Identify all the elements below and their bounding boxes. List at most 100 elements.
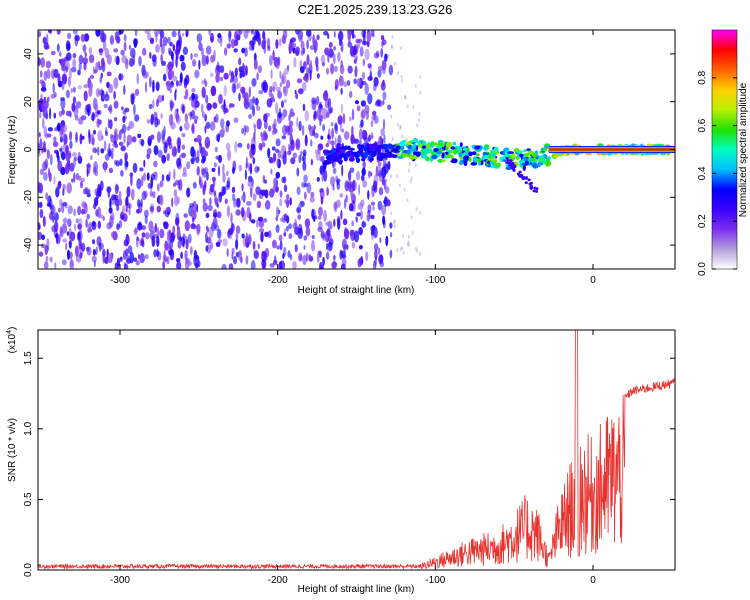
x-tick-label: -200	[268, 575, 288, 586]
noise-speckle	[78, 62, 82, 71]
noise-speckle	[348, 170, 352, 182]
noise-speckle	[351, 108, 355, 121]
noise-speckle	[376, 99, 381, 106]
noise-speckle	[317, 215, 322, 220]
noise-speckle	[313, 132, 319, 139]
noise-speckle	[360, 119, 364, 128]
noise-speckle	[42, 161, 48, 172]
noise-speckle	[250, 219, 256, 224]
noise-speckle	[378, 170, 382, 178]
signal-blob	[489, 161, 495, 165]
noise-speckle	[230, 223, 235, 233]
noise-speckle	[353, 78, 357, 85]
noise-speckle	[39, 201, 43, 208]
noise-speckle	[329, 107, 333, 114]
noise-speckle	[318, 206, 323, 217]
noise-speckle	[160, 30, 163, 34]
noise-speckle	[279, 190, 283, 198]
noise-speckle	[137, 199, 141, 208]
noise-speckle	[262, 30, 266, 40]
noise-speckle	[347, 30, 352, 41]
noise-speckle	[323, 169, 328, 182]
noise-speckle	[98, 242, 104, 250]
noise-speckle	[166, 153, 170, 162]
signal-blob	[505, 161, 509, 165]
noise-speckle	[131, 136, 137, 143]
noise-speckle	[293, 56, 297, 68]
noise-speckle	[393, 224, 396, 229]
noise-speckle	[399, 183, 401, 188]
noise-speckle	[133, 257, 138, 262]
noise-speckle	[73, 86, 76, 93]
noise-speckle	[294, 89, 297, 95]
noise-speckle	[257, 243, 260, 250]
noise-speckle	[388, 64, 394, 76]
noise-speckle	[257, 65, 263, 74]
signal-blob	[348, 156, 355, 162]
signal-blob	[451, 158, 458, 164]
noise-speckle	[309, 45, 315, 50]
noise-speckle	[168, 171, 171, 178]
noise-speckle	[238, 82, 241, 89]
signal-blob	[468, 157, 472, 162]
noise-speckle	[241, 195, 244, 201]
signal-blob	[527, 150, 534, 156]
noise-speckle	[61, 151, 66, 161]
noise-speckle	[271, 129, 276, 136]
noise-speckle	[372, 110, 377, 117]
noise-speckle	[298, 154, 302, 164]
noise-speckle	[58, 59, 62, 64]
noise-speckle	[77, 85, 83, 90]
noise-speckle	[104, 47, 110, 59]
noise-speckle	[118, 198, 123, 206]
noise-speckle	[201, 54, 207, 67]
signal-blob	[530, 158, 535, 162]
signal-blob	[322, 160, 328, 167]
signal-blob	[436, 145, 442, 149]
noise-speckle	[298, 88, 304, 95]
noise-speckle	[272, 123, 276, 130]
signal-blob	[431, 154, 438, 160]
noise-speckle	[216, 61, 220, 72]
noise-speckle	[134, 227, 138, 234]
noise-speckle	[406, 242, 409, 247]
signal-blob	[516, 172, 521, 176]
noise-speckle	[116, 257, 121, 267]
noise-speckle	[275, 171, 281, 179]
noise-speckle	[227, 149, 232, 161]
noise-speckle	[163, 221, 169, 230]
noise-speckle	[361, 221, 367, 228]
noise-speckle	[332, 167, 337, 174]
noise-speckle	[301, 156, 305, 162]
signal-blob	[510, 162, 514, 166]
noise-speckle	[361, 30, 366, 38]
noise-speckle	[70, 88, 73, 93]
noise-speckle	[261, 189, 267, 197]
noise-speckle	[120, 49, 125, 56]
noise-speckle	[80, 180, 83, 189]
noise-speckle	[192, 224, 198, 230]
noise-speckle	[248, 45, 254, 51]
noise-speckle	[205, 225, 209, 231]
noise-speckle	[202, 202, 208, 212]
noise-speckle	[400, 78, 403, 83]
noise-speckle	[340, 263, 346, 269]
noise-speckle	[124, 159, 128, 171]
noise-speckle	[85, 218, 88, 228]
snr-multiplier-close: )	[7, 327, 18, 330]
noise-speckle	[231, 82, 237, 94]
noise-speckle	[180, 251, 184, 259]
noise-speckle	[38, 182, 44, 194]
noise-speckle	[73, 172, 76, 183]
noise-speckle	[146, 172, 150, 181]
noise-speckle	[168, 142, 173, 150]
colorbar-ticks: 0.0 0.2 0.4 0.6 0.8	[697, 70, 737, 276]
noise-speckle	[56, 30, 61, 35]
noise-speckle	[138, 55, 142, 67]
noise-speckle	[256, 118, 262, 130]
noise-speckle	[245, 156, 248, 169]
noise-speckle	[419, 210, 422, 215]
noise-speckle	[370, 120, 374, 128]
noise-speckle	[361, 71, 366, 80]
noise-speckle	[279, 38, 282, 47]
